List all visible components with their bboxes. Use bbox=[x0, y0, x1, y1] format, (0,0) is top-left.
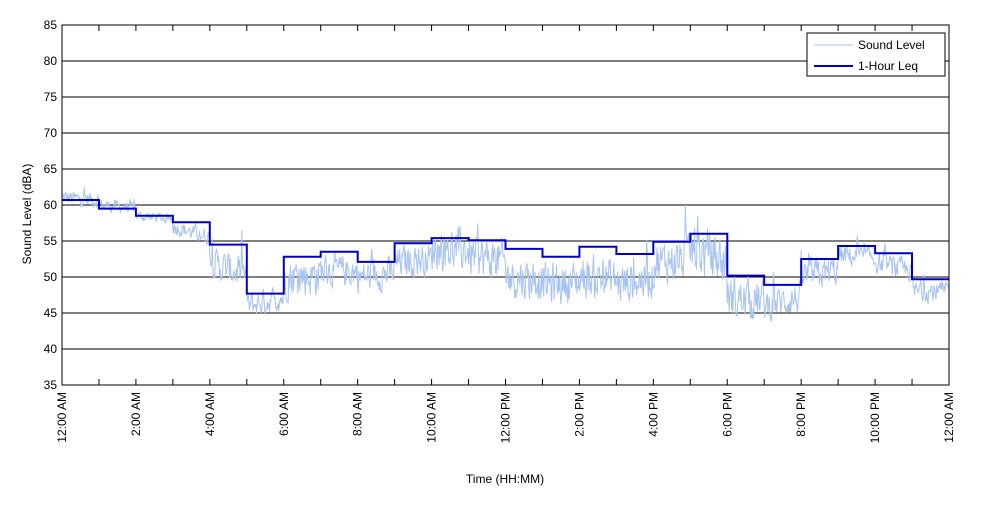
y-tick-label-35: 35 bbox=[44, 378, 58, 392]
x-tick-label-11: 10:00 PM bbox=[868, 392, 882, 443]
y-tick-label-60: 60 bbox=[44, 198, 58, 212]
x-tick-label-5: 10:00 AM bbox=[425, 392, 439, 443]
x-tick-label-3: 6:00 AM bbox=[277, 392, 291, 436]
sound-level-series bbox=[61, 187, 950, 323]
grid-layer bbox=[62, 60, 949, 350]
plot-frame bbox=[61, 24, 950, 386]
y-tick-label-85: 85 bbox=[44, 18, 58, 32]
x-tick-label-9: 6:00 PM bbox=[720, 392, 734, 437]
sound-level-line bbox=[61, 187, 950, 323]
y-tick-label-80: 80 bbox=[44, 54, 58, 68]
x-tick-label-10: 8:00 PM bbox=[794, 392, 808, 437]
leq-step-line bbox=[62, 199, 949, 295]
x-axis-label: Time (HH:MM) bbox=[466, 472, 544, 486]
legend-box bbox=[806, 32, 946, 77]
axes-layer: 35 40 45 50 55 60 65 70 75 80 85 12:00 AM 2:00 AM 4:0… bbox=[44, 18, 956, 443]
y-tick-label-45: 45 bbox=[44, 306, 58, 320]
legend-label-leq: 1-Hour Leq bbox=[858, 59, 918, 73]
x-tick-label-4: 8:00 AM bbox=[351, 392, 365, 436]
x-tick-label-1: 2:00 AM bbox=[129, 392, 143, 436]
x-tick-label-7: 2:00 PM bbox=[572, 392, 586, 437]
x-tick-label-12: 12:00 AM bbox=[942, 392, 956, 443]
y-tick-label-55: 55 bbox=[44, 234, 58, 248]
x-tick-label-6: 12:00 PM bbox=[499, 392, 513, 443]
x-tick-label-0: 12:00 AM bbox=[55, 392, 69, 443]
y-axis-label: Sound Level (dBA) bbox=[20, 164, 34, 265]
y-tick-label-70: 70 bbox=[44, 126, 58, 140]
leq-series bbox=[62, 199, 949, 295]
x-tick-label-2: 4:00 AM bbox=[203, 392, 217, 436]
legend-label-sound-level: Sound Level bbox=[858, 38, 925, 52]
legend: Sound Level 1-Hour Leq bbox=[806, 32, 946, 77]
y-tick-label-50: 50 bbox=[44, 270, 58, 284]
y-tick-label-65: 65 bbox=[44, 162, 58, 176]
y-tick-label-40: 40 bbox=[44, 342, 58, 356]
x-tick-label-8: 4:00 PM bbox=[646, 392, 660, 437]
y-tick-label-75: 75 bbox=[44, 90, 58, 104]
